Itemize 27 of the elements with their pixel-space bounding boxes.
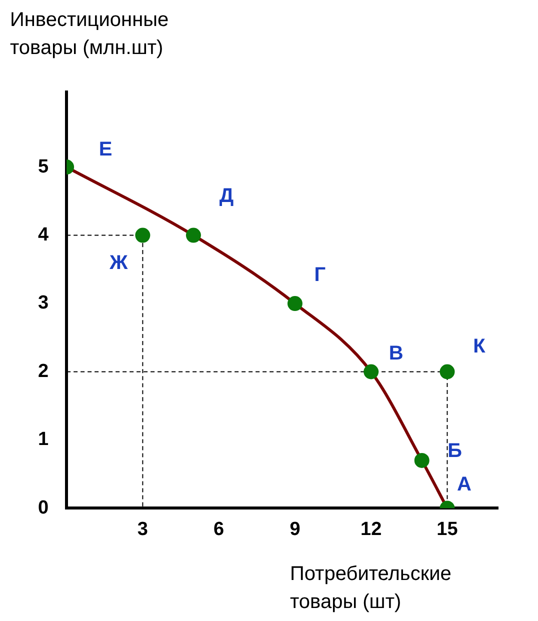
y-tick-label: 0 <box>38 497 49 518</box>
y-axis-title: Инвестиционные товары (млн.шт) <box>10 8 170 61</box>
x-tick-label: 9 <box>290 518 300 540</box>
point <box>135 228 150 243</box>
y-tick-label: 3 <box>38 292 49 314</box>
annotation: К <box>473 335 486 358</box>
y-tick-label: 1 <box>38 429 49 450</box>
x-tick-label: 3 <box>137 518 148 540</box>
y-tick-label: 5 <box>38 156 49 178</box>
point <box>287 296 302 312</box>
annotation: В <box>388 342 404 364</box>
annotation: Г <box>314 264 326 286</box>
point <box>364 364 379 380</box>
y-tick-label: 2 <box>38 360 49 382</box>
point <box>440 364 455 380</box>
y-tick-label: 4 <box>38 224 49 246</box>
annotation: А <box>457 474 472 496</box>
annotation: Ж <box>108 252 129 274</box>
point <box>186 228 201 243</box>
annotation: Д <box>219 184 234 207</box>
annotation: Б <box>448 440 462 462</box>
x-axis-title: Потребительские товары (шт) <box>290 562 452 615</box>
annotation: Е <box>98 138 112 161</box>
point <box>414 452 430 468</box>
x-tick-label: 6 <box>214 518 224 540</box>
x-tick-label: 12 <box>360 518 382 540</box>
x-tick-label: 15 <box>436 518 458 540</box>
